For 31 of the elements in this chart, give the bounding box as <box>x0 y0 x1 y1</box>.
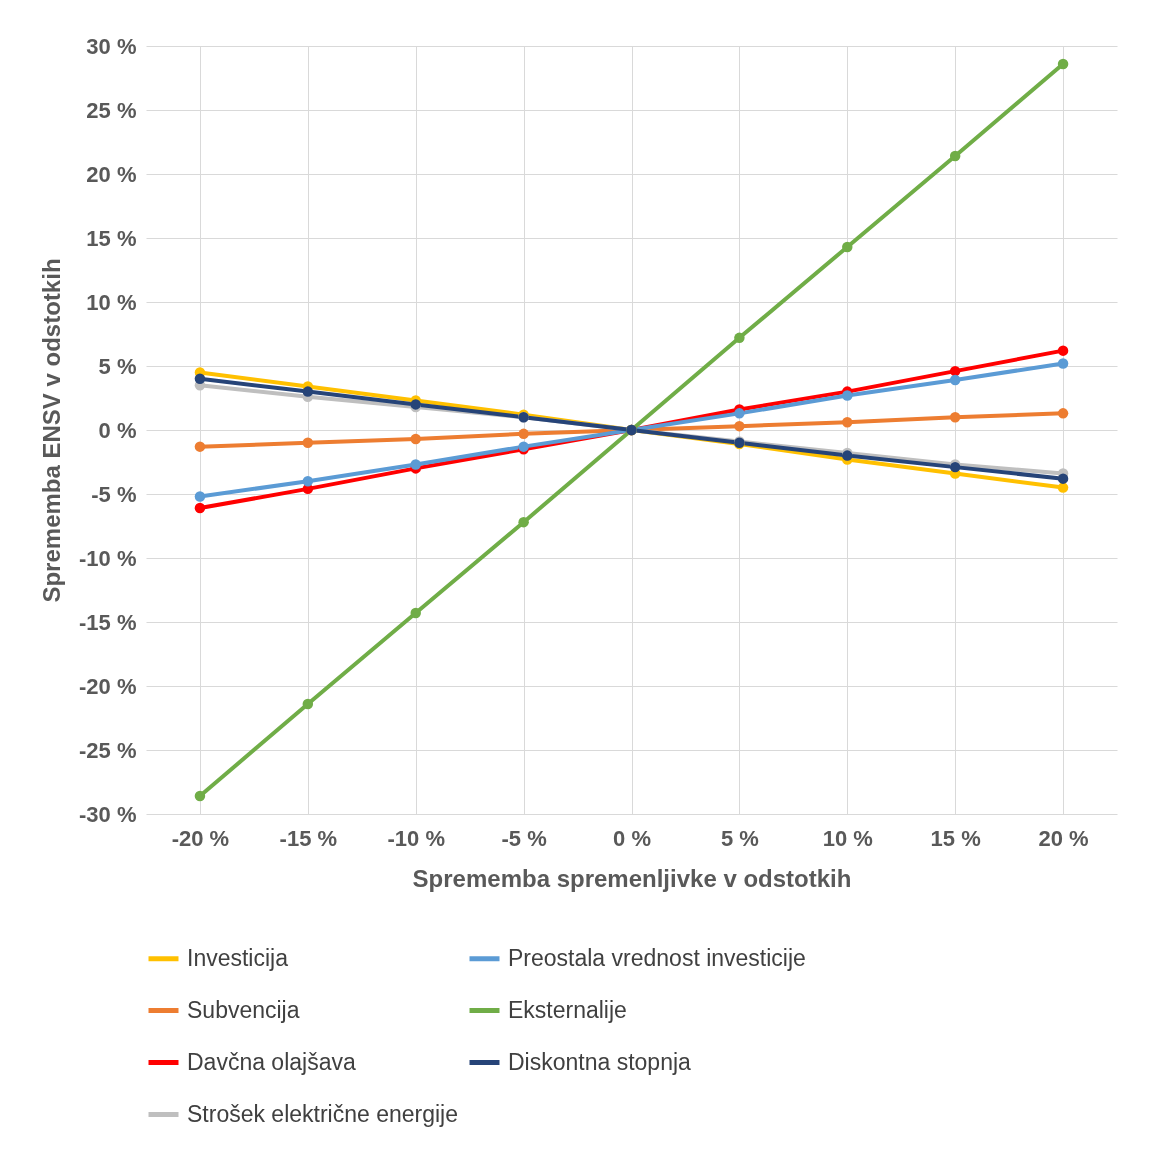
y-tick-label: -20 % <box>79 673 137 699</box>
y-tick-label: 25 % <box>86 97 137 123</box>
y-tick-label: -30 % <box>79 801 137 827</box>
legend-label: Investicija <box>187 944 289 971</box>
y-tick-label: -25 % <box>79 737 137 763</box>
x-tick-label: -10 % <box>387 825 445 851</box>
legend-label: Davčna olajšava <box>187 1048 356 1075</box>
x-tick-label: 0 % <box>613 825 651 851</box>
x-tick-label: 10 % <box>822 825 873 851</box>
x-tick-label: -5 % <box>501 825 547 851</box>
legend-label: Preostala vrednost investicije <box>508 944 806 971</box>
x-tick-label: 20 % <box>1038 825 1089 851</box>
legend-label: Diskontna stopnja <box>508 1048 692 1075</box>
y-tick-label: -15 % <box>79 609 137 635</box>
y-tick-label: 15 % <box>86 225 137 251</box>
x-axis-title: Sprememba spremenljivke v odstotkih <box>412 864 852 892</box>
y-tick-label: 30 % <box>86 33 137 59</box>
x-tick-label: 15 % <box>930 825 981 851</box>
y-tick-label: 20 % <box>86 161 137 187</box>
y-tick-label: 0 % <box>98 417 137 443</box>
y-tick-label: 10 % <box>86 289 137 315</box>
y-tick-label: 5 % <box>98 353 137 379</box>
y-tick-label: -10 % <box>79 545 137 571</box>
y-tick-label: -5 % <box>91 481 137 507</box>
legend-label: Subvencija <box>187 996 300 1023</box>
legend-label: Strošek električne energije <box>187 1100 459 1127</box>
x-tick-label: 5 % <box>720 825 759 851</box>
legend-label: Eksternalije <box>508 996 627 1023</box>
x-tick-label: -15 % <box>279 825 338 851</box>
x-tick-label: -20 % <box>171 825 230 851</box>
y-axis-title: Sprememba ENSV v odstotkih <box>38 258 66 603</box>
